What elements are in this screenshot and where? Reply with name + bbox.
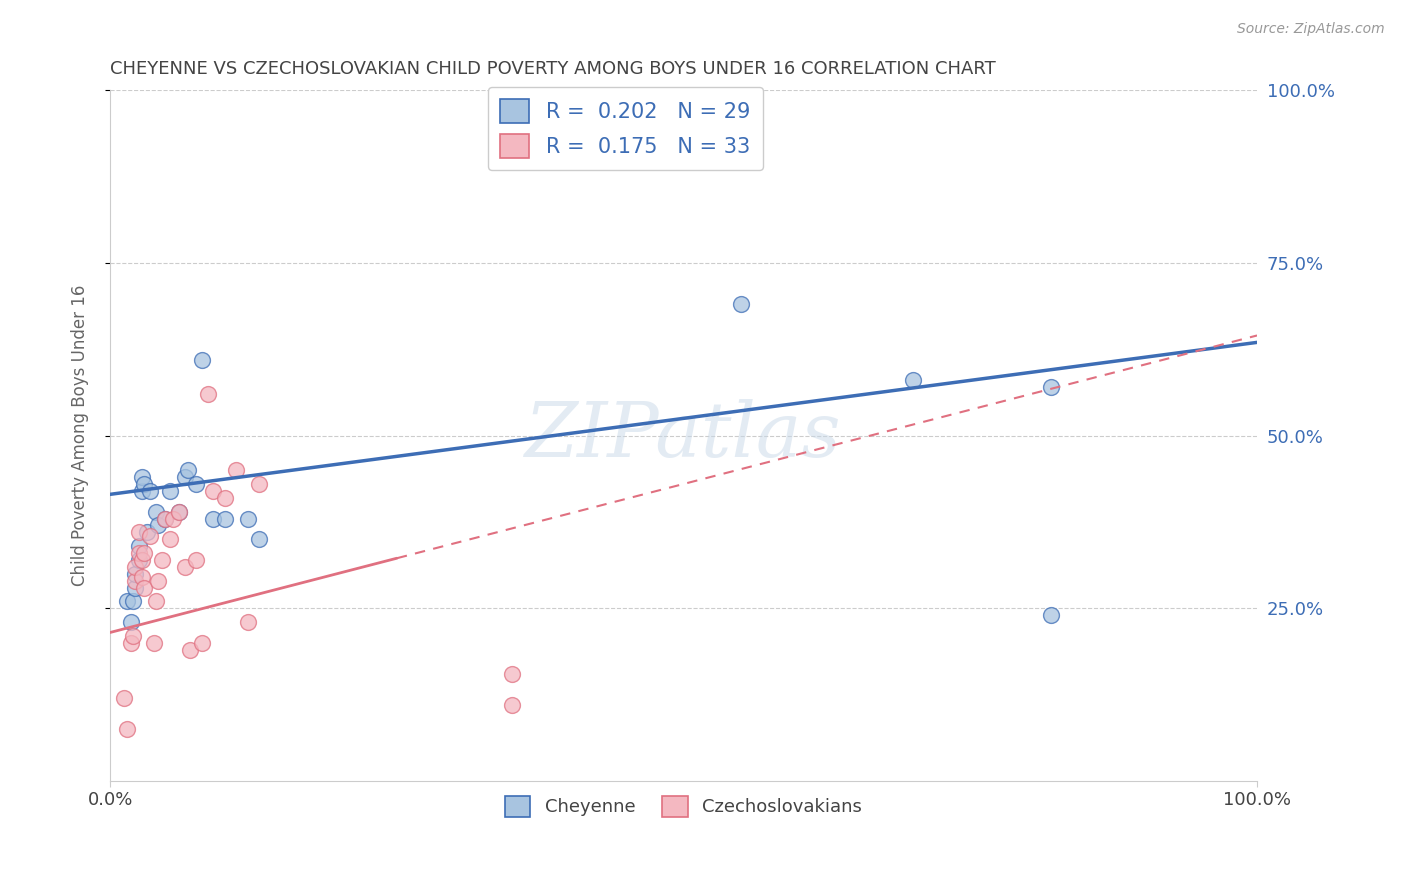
Point xyxy=(131,570,153,584)
Point xyxy=(134,477,156,491)
Text: ZIPatlas: ZIPatlas xyxy=(526,399,842,473)
Point xyxy=(501,698,523,712)
Point xyxy=(236,615,259,629)
Point xyxy=(128,539,150,553)
Point xyxy=(128,546,150,560)
Point xyxy=(191,636,214,650)
Point xyxy=(159,533,181,547)
Point xyxy=(131,553,153,567)
Point xyxy=(197,387,219,401)
Point xyxy=(124,574,146,588)
Point xyxy=(135,525,157,540)
Point xyxy=(730,297,752,311)
Point xyxy=(139,483,162,498)
Point xyxy=(128,553,150,567)
Point xyxy=(214,511,236,525)
Point xyxy=(131,483,153,498)
Point xyxy=(134,581,156,595)
Point xyxy=(202,511,225,525)
Text: CHEYENNE VS CZECHOSLOVAKIAN CHILD POVERTY AMONG BOYS UNDER 16 CORRELATION CHART: CHEYENNE VS CZECHOSLOVAKIAN CHILD POVERT… xyxy=(110,60,995,78)
Text: Source: ZipAtlas.com: Source: ZipAtlas.com xyxy=(1237,22,1385,37)
Point xyxy=(150,553,173,567)
Point xyxy=(173,560,195,574)
Point xyxy=(145,594,167,608)
Point xyxy=(124,566,146,581)
Point xyxy=(202,483,225,498)
Point xyxy=(501,667,523,681)
Point xyxy=(148,518,170,533)
Point xyxy=(148,574,170,588)
Point xyxy=(179,642,201,657)
Point xyxy=(159,483,181,498)
Point xyxy=(225,463,247,477)
Point xyxy=(153,511,176,525)
Point xyxy=(214,491,236,505)
Point xyxy=(117,594,139,608)
Point xyxy=(112,691,135,706)
Point xyxy=(247,533,270,547)
Point xyxy=(236,511,259,525)
Point xyxy=(177,463,200,477)
Point xyxy=(901,373,924,387)
Point xyxy=(167,505,190,519)
Point xyxy=(162,511,184,525)
Point xyxy=(117,722,139,736)
Point xyxy=(1039,380,1062,394)
Point xyxy=(134,546,156,560)
Point xyxy=(124,560,146,574)
Point xyxy=(1039,608,1062,623)
Point xyxy=(128,525,150,540)
Point xyxy=(131,470,153,484)
Point xyxy=(142,636,165,650)
Legend: Cheyenne, Czechoslovakians: Cheyenne, Czechoslovakians xyxy=(498,789,869,824)
Point xyxy=(122,629,145,643)
Point xyxy=(120,615,142,629)
Point xyxy=(122,594,145,608)
Point xyxy=(247,477,270,491)
Y-axis label: Child Poverty Among Boys Under 16: Child Poverty Among Boys Under 16 xyxy=(72,285,89,586)
Point xyxy=(184,477,207,491)
Point xyxy=(120,636,142,650)
Point xyxy=(153,511,176,525)
Point xyxy=(167,505,190,519)
Point xyxy=(145,505,167,519)
Point xyxy=(139,529,162,543)
Point xyxy=(173,470,195,484)
Point xyxy=(124,581,146,595)
Point xyxy=(184,553,207,567)
Point xyxy=(191,352,214,367)
